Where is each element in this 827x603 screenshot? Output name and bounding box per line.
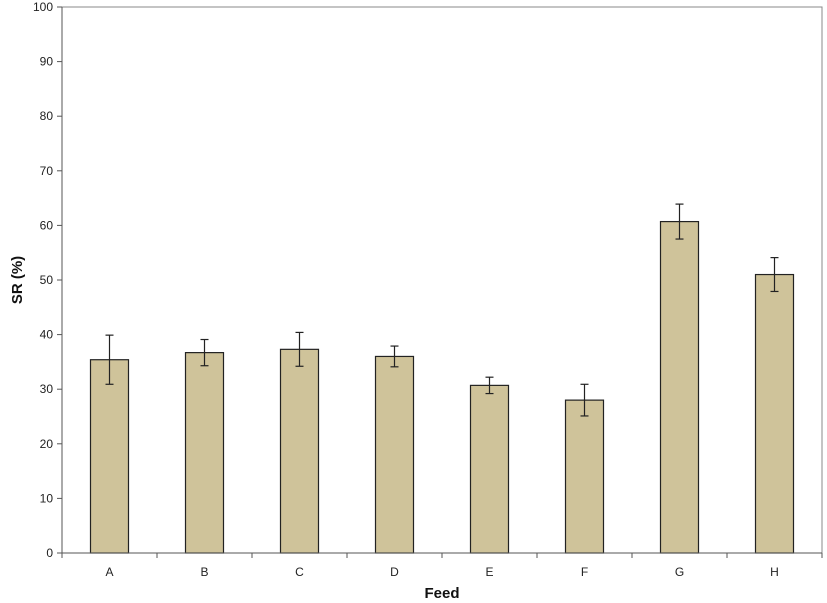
y-axis: 0 10 20 30 40 50 60 70 80 90 100 [33, 0, 63, 560]
x-tick-label-E: E [485, 565, 493, 579]
bar-E [469, 384, 510, 554]
y-axis-title: SR (%) [9, 256, 26, 304]
x-tick-label-A: A [105, 565, 113, 579]
bar-G [659, 220, 700, 554]
y-tick-label: 30 [40, 382, 54, 396]
bars-group [89, 203, 795, 554]
x-axis: A B C D E F G H [61, 552, 823, 579]
y-tick-label: 100 [33, 0, 53, 14]
bar-C [279, 348, 320, 554]
y-tick-label: 60 [40, 218, 54, 232]
x-tick-label-D: D [390, 565, 399, 579]
y-tick-label: 40 [40, 328, 54, 342]
y-tick-label: 90 [40, 55, 54, 69]
y-tick-label: 20 [40, 437, 54, 451]
y-tick-label: 70 [40, 164, 54, 178]
bar-A [89, 359, 130, 554]
bar-B [184, 352, 225, 554]
x-tick-label-C: C [295, 565, 304, 579]
x-tick-label-B: B [200, 565, 208, 579]
x-tick-label-H: H [770, 565, 779, 579]
y-tick-label: 0 [46, 546, 53, 560]
x-axis-title: Feed [424, 585, 459, 602]
bar-H [754, 273, 795, 554]
plot-frame [61, 6, 823, 554]
y-tick-label: 80 [40, 109, 54, 123]
y-tick-label: 50 [40, 273, 54, 287]
bar-D [374, 355, 415, 554]
x-tick-label-F: F [581, 565, 588, 579]
y-tick-label: 10 [40, 491, 54, 505]
x-tick-label-G: G [675, 565, 684, 579]
bar-F [564, 399, 605, 554]
